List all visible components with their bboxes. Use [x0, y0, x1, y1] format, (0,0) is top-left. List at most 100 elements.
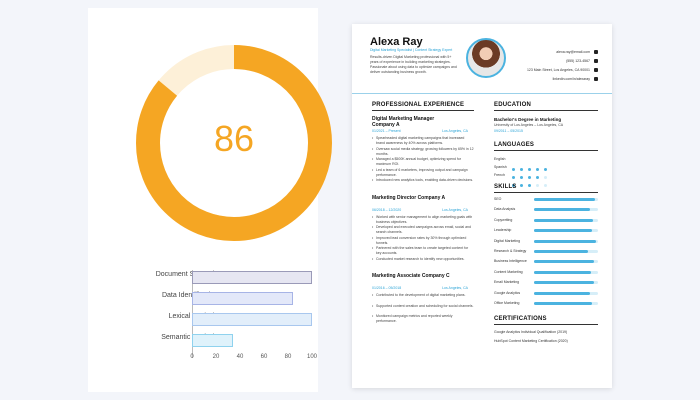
- skill-name: Leadership: [494, 228, 512, 233]
- job-bullet: Developed and executed campaigns across …: [372, 225, 474, 235]
- analysis-bar-chart: Document Synopsis Data Identification Lexi…: [130, 266, 330, 366]
- skill-item: Business Intelligence: [494, 258, 600, 266]
- job-bullet: Managed a $500K annual budget, optimizin…: [372, 157, 474, 167]
- experience-heading: PROFESSIONAL EXPERIENCE: [372, 102, 465, 108]
- education-school: University of Los Angeles – Los Angeles,…: [494, 123, 564, 127]
- skill-item: Data Analysis: [494, 206, 600, 214]
- bar-row: Data Identification: [130, 287, 330, 309]
- donut-score-arc: [136, 45, 332, 241]
- skill-name: Google Analytics: [494, 290, 521, 295]
- experience-rule: [372, 110, 474, 111]
- contact-item: alexa.ray@email.com: [528, 50, 598, 56]
- level-dot: [528, 184, 531, 187]
- skill-item: SEO: [494, 196, 600, 204]
- job-bullet: Oversaw social media strategy, growing f…: [372, 147, 474, 157]
- contact-text: linkedin.com/in/alexaray: [552, 77, 590, 81]
- contact-item: linkedin.com/in/alexaray: [528, 77, 598, 83]
- skill-name: Content Marketing: [494, 269, 523, 274]
- skill-name: Copywriting: [494, 217, 513, 222]
- bar: [192, 313, 312, 326]
- level-dot: [512, 184, 515, 187]
- job-bullet: Contributed to the development of digita…: [372, 293, 474, 298]
- language-level: [512, 158, 552, 176]
- level-dot: [536, 168, 539, 171]
- bar-label: Data Identification: [161, 292, 218, 299]
- job-meta: 01/2021 – Present Los Angeles, CA: [372, 129, 468, 133]
- certification-item: Google Analytics Individual Qualificatio…: [494, 330, 568, 334]
- level-dot: [512, 176, 515, 179]
- bar-label: Semantic Analysis: [161, 334, 218, 341]
- level-dot: [528, 176, 531, 179]
- job-bullet: Partnered with the sales team to create …: [372, 246, 474, 256]
- skill-bar-fill: [534, 229, 592, 233]
- phone-icon: [594, 59, 598, 63]
- language-level: [512, 174, 552, 192]
- job-bullet: Supported content creation and schedulin…: [372, 304, 474, 309]
- job-title: Marketing Associate Company C: [372, 273, 450, 279]
- resume-preview: Alexa Ray Digital Marketing Specialist |…: [352, 24, 612, 388]
- skill-bar-track: [534, 198, 598, 201]
- skill-name: SEO: [494, 197, 502, 201]
- job-dates: 01/2021 – Present: [372, 129, 401, 133]
- resume-header: Alexa Ray Digital Marketing Specialist |…: [352, 24, 612, 94]
- skill-item: Content Marketing: [494, 269, 600, 277]
- avatar: [466, 38, 506, 78]
- skill-name: Data Analysis: [494, 207, 516, 212]
- job-bullet: Improved lead conversion rates by 30% th…: [372, 236, 474, 246]
- job-location: Los Angeles, CA: [442, 207, 468, 212]
- resume-summary: Results-driven Digital Marketing profess…: [370, 55, 457, 74]
- job-dates: 01/2016 – 05/2018: [372, 286, 402, 290]
- x-tick-label: 60: [260, 354, 268, 360]
- skill-name: Business Intelligence: [494, 259, 527, 264]
- level-dot: [536, 184, 539, 187]
- skill-bar-fill: [534, 250, 589, 253]
- bar-row: Lexical Analysis: [130, 308, 330, 330]
- bar-row: Semantic Analysis: [130, 329, 330, 351]
- bar: [192, 292, 293, 305]
- job-meta: 06/2018 – 12/2020 Los Angeles, CA: [372, 208, 468, 212]
- job-title: Marketing Director Company A: [372, 194, 446, 201]
- skill-name: Digital Marketing: [494, 238, 521, 243]
- skill-bar-fill: [534, 291, 590, 295]
- x-tick-label: 0: [190, 354, 194, 360]
- skills-rule: [494, 192, 598, 193]
- language-name: English: [494, 157, 506, 161]
- skill-bar-track: [534, 260, 598, 264]
- contact-item: 123 Main Street, Los Angeles, CA 90001: [526, 68, 598, 74]
- job-bullet: Spearheaded digital marketing campaigns …: [372, 136, 474, 146]
- level-dot: [536, 176, 539, 179]
- skill-name: Email Marketing: [494, 280, 520, 285]
- resume-name: Alexa Ray: [370, 36, 423, 48]
- contact-text: alexa.ray@email.com: [556, 50, 590, 54]
- language-item: English: [494, 157, 564, 171]
- skill-bar-track: [534, 302, 598, 305]
- job-title: Digital Marketing Manager Company A: [372, 116, 435, 128]
- linkedin-icon: [594, 77, 598, 81]
- bar-row: Document Synopsis: [130, 266, 330, 288]
- skill-item: Office Marketing: [494, 300, 600, 308]
- job-bullet: Worked with senior management to align m…: [372, 215, 474, 225]
- contact-text: 123 Main Street, Los Angeles, CA 90001: [526, 68, 590, 72]
- skill-bar-fill: [534, 270, 591, 274]
- education-dates: 09/2011 – 05/2015: [494, 129, 523, 133]
- skill-name: Office Marketing: [494, 301, 520, 305]
- skill-bar-fill: [534, 198, 595, 201]
- level-dot: [520, 184, 523, 187]
- skill-item: Google Analytics: [494, 290, 600, 298]
- contact-text: (555) 123-4567: [566, 59, 590, 63]
- skill-bar-track: [534, 291, 598, 295]
- skill-bar-track: [534, 250, 598, 253]
- skill-item: Copywriting: [494, 217, 600, 225]
- resume-tagline: Digital Marketing Specialist | Content S…: [370, 48, 453, 52]
- level-dot: [512, 168, 515, 171]
- language-item: Spanish: [494, 165, 564, 179]
- job-location: Los Angeles, CA: [442, 129, 468, 133]
- job-dates: 06/2018 – 12/2020: [372, 207, 402, 212]
- skill-item: Email Marketing: [494, 279, 600, 287]
- level-dot: [520, 168, 523, 171]
- certifications-heading: CERTIFICATIONS: [494, 316, 547, 322]
- score-donut: [136, 45, 332, 241]
- score-value: 86: [213, 118, 255, 159]
- education-heading: EDUCATION: [494, 102, 532, 108]
